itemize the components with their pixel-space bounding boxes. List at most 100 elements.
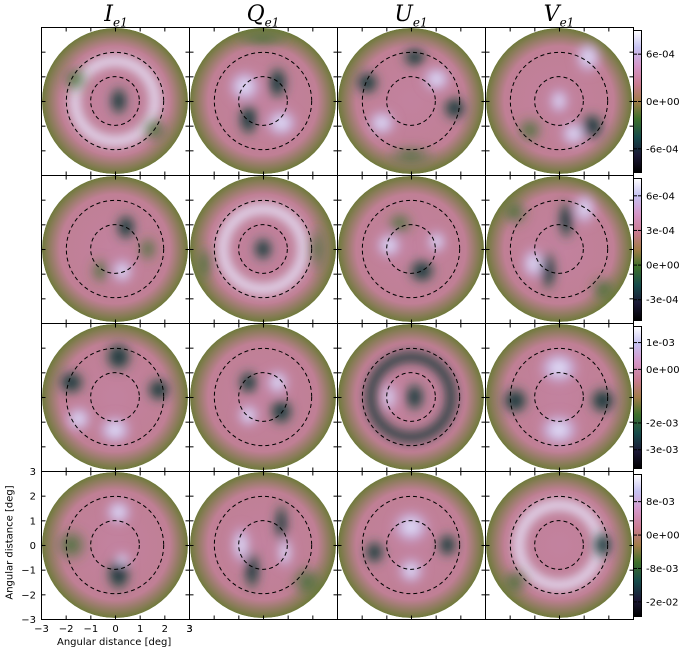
map-feature [404,381,426,413]
beam-map-r1-c3 [338,28,484,174]
beam-map-r1-c2 [190,28,336,174]
map-feature [588,386,617,415]
column-title-u: Ue1 [337,2,485,29]
map-feature [588,275,617,304]
beam-map-r4-c2 [190,472,336,618]
map-feature [230,30,296,48]
colorbar-tick-label: 8e-03 [646,497,675,508]
x-axis-label: Angular distance [deg] [57,637,171,648]
colorbar-tick-label: -8e-03 [646,564,678,575]
map-feature [108,85,128,117]
map-feature [366,108,398,137]
map-feature [53,527,90,564]
map-feature [104,341,133,373]
y-tick-label: −1 [21,566,36,577]
map-feature [364,539,386,565]
map-feature [268,397,294,426]
colorbar-row-1: 6e-04 0e+00 -6e-04 [634,31,680,173]
beam-map-r4-c3 [338,472,484,618]
beam-map-r1-c4 [486,28,632,174]
map-feature [391,509,432,546]
map-feature [89,256,111,285]
colorbar-tick-label: -3e-04 [646,295,678,306]
map-feature [110,256,135,285]
x-tick-label: −1 [83,624,98,635]
column-title-q: Qe1 [189,2,337,29]
beam-map-r2-c4 [486,176,632,322]
map-feature [60,65,89,94]
map-feature [385,210,414,236]
beam-map-r4-c1 [42,472,188,618]
colorbar-tick-label: 0e+00 [646,531,680,542]
beam-map-r2-c2 [190,176,336,322]
colorbar-tick-label: 1e-03 [646,338,675,349]
colorbar-tick-label: -2e-03 [646,418,678,429]
colorbar-tick-label: 0e+00 [646,97,680,108]
map-feature [559,119,588,148]
colorbar-tick-label: 0e+00 [646,365,680,376]
map-feature [548,86,570,115]
colorbar-tick-label: 6e-04 [646,191,675,202]
map-feature [501,386,530,415]
beam-map-r3-c2 [190,324,336,470]
colorbar-tick-label: 6e-04 [646,50,675,61]
map-feature [104,498,133,527]
colorbars: 6e-04 0e+00 -6e-04 6e-04 3e-04 0e+00 -3e-04 1e-… [634,31,680,617]
map-feature [227,68,264,105]
map-feature [592,530,614,559]
map-feature [137,234,159,263]
y-tick-label: 3 [30,467,36,478]
y-tick-label: −2 [21,590,36,601]
map-feature [146,377,172,403]
y-tick-label: −3 [21,615,36,626]
colorbar-tick-label: -6e-04 [646,144,678,155]
colorbar-tick-label: 0e+00 [646,261,680,272]
map-feature [236,402,261,428]
x-tick-label: −3 [34,624,49,635]
map-feature [501,198,530,227]
map-feature [196,242,214,286]
colorbar-tick-label: -2e-02 [646,597,678,608]
beam-map-r3-c4 [486,324,632,470]
map-feature [380,379,398,416]
map-feature [520,245,546,282]
map-feature [407,258,436,284]
y-tick-label: 1 [30,516,36,527]
y-axis-label: Angular distance [deg] [5,483,16,603]
map-feature [420,65,452,94]
map-background [190,324,336,470]
map-feature [267,65,289,102]
map-feature [442,95,468,121]
map-feature [289,563,326,600]
map-feature [402,46,428,68]
colorbar-gradient [634,327,642,469]
column-title-v: Ve1 [485,2,633,29]
colorbar-tick-label: 3e-04 [646,226,675,237]
map-background [338,176,484,322]
map-feature [574,39,603,75]
x-tick-label: 3 [186,624,192,635]
column-title-i: Ie1 [42,2,190,29]
map-feature [57,369,86,395]
map-feature [141,116,170,145]
map-feature [252,236,274,262]
x-tick-label: −2 [59,624,74,635]
map-feature [354,70,380,96]
colorbar-gradient [634,179,642,321]
beam-map-r1-c1 [42,28,188,174]
y-tick-label: 2 [30,492,36,503]
map-feature [64,404,93,433]
map-feature [382,145,440,167]
map-feature [537,412,581,449]
map-feature [537,350,581,387]
y-tick-label: 0 [30,541,36,552]
map-feature [230,523,252,567]
beam-map-r2-c1 [42,176,188,322]
colorbar-gradient [634,475,642,617]
map-background [42,176,188,322]
x-tick-label: 0 [112,624,118,635]
colorbar-row-4: 8e-03 0e+00 -8e-03 -2e-02 [634,475,680,617]
map-feature [276,534,294,571]
map-feature [237,101,259,138]
x-tick-label: 1 [137,624,143,635]
